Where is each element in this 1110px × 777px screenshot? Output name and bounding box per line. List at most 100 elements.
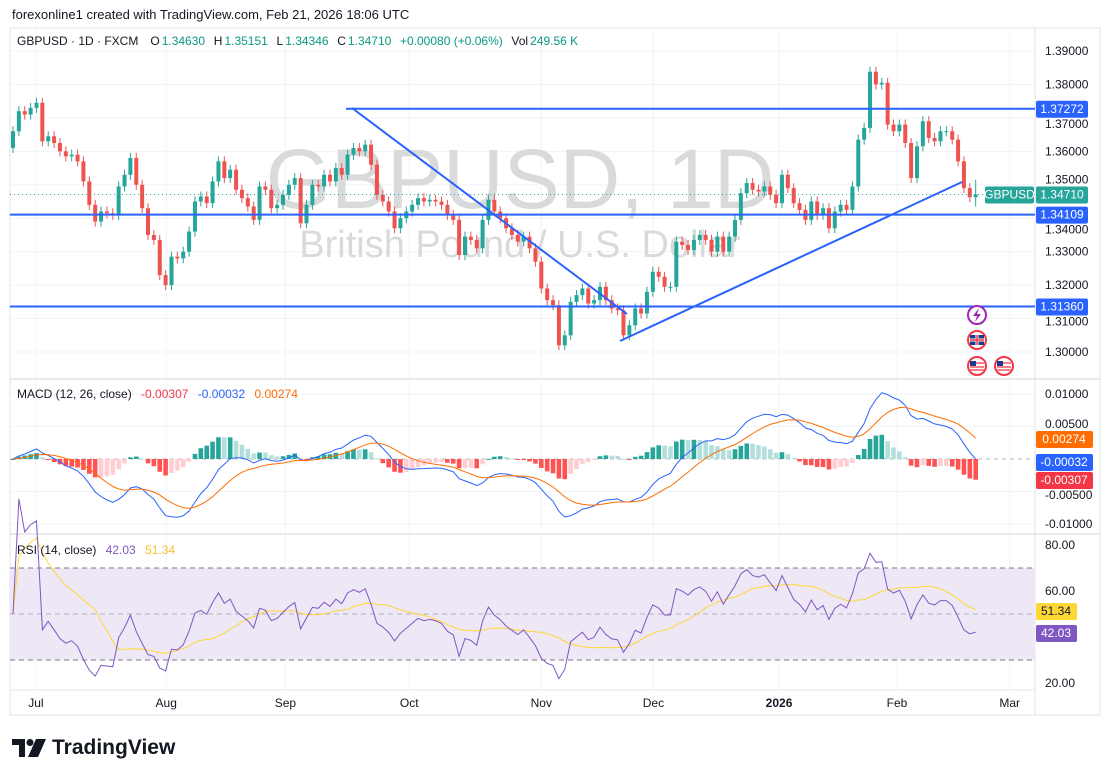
candle[interactable]	[850, 181, 855, 215]
candle[interactable]	[363, 139, 368, 157]
candle[interactable]	[897, 119, 902, 137]
candle[interactable]	[286, 179, 291, 200]
candle[interactable]	[914, 141, 919, 184]
candle[interactable]	[46, 131, 51, 147]
candle[interactable]	[674, 236, 679, 292]
candle[interactable]	[222, 156, 227, 184]
macd-pane[interactable]	[10, 392, 1035, 518]
candle[interactable]	[909, 137, 914, 184]
candle[interactable]	[738, 188, 743, 225]
candle[interactable]	[228, 164, 233, 184]
candle[interactable]	[69, 149, 74, 162]
candle[interactable]	[762, 181, 767, 197]
candle[interactable]	[34, 97, 39, 113]
candle[interactable]	[310, 179, 315, 210]
candle[interactable]	[768, 181, 773, 200]
symbol-name[interactable]: GBPUSD · 1D · FXCM	[17, 34, 139, 48]
candle[interactable]	[216, 156, 221, 187]
candle[interactable]	[75, 149, 80, 167]
candle[interactable]	[574, 290, 579, 307]
candle[interactable]	[733, 214, 738, 242]
macd-legend[interactable]: MACD (12, 26, close) -0.00307 -0.00032 0…	[17, 387, 304, 401]
candle[interactable]	[586, 283, 591, 309]
us-flag-icon[interactable]	[967, 356, 987, 376]
candle[interactable]	[615, 303, 620, 316]
candle[interactable]	[603, 281, 608, 306]
candle[interactable]	[181, 246, 186, 264]
candle[interactable]	[709, 234, 714, 257]
candle[interactable]	[650, 266, 655, 297]
candle[interactable]	[462, 231, 467, 261]
candle[interactable]	[568, 296, 573, 341]
candle[interactable]	[198, 191, 203, 207]
candle[interactable]	[785, 169, 790, 194]
candle[interactable]	[644, 286, 649, 319]
candle[interactable]	[57, 137, 62, 157]
candle[interactable]	[961, 156, 966, 194]
candle[interactable]	[539, 256, 544, 294]
rsi-title[interactable]: RSI (14, close)	[17, 543, 97, 557]
candle[interactable]	[104, 206, 109, 219]
candle[interactable]	[333, 163, 338, 187]
candle[interactable]	[187, 226, 192, 257]
candle[interactable]	[703, 229, 708, 245]
candle[interactable]	[885, 77, 890, 130]
rsi-pane[interactable]	[10, 498, 1035, 680]
candle[interactable]	[116, 181, 121, 220]
candle[interactable]	[821, 203, 826, 220]
candle[interactable]	[856, 134, 861, 192]
candle[interactable]	[609, 295, 614, 314]
candle[interactable]	[556, 300, 561, 351]
candle[interactable]	[809, 196, 814, 225]
candle[interactable]	[832, 206, 837, 234]
candle[interactable]	[439, 196, 444, 210]
candle[interactable]	[662, 271, 667, 292]
candle[interactable]	[750, 178, 755, 195]
candle[interactable]	[451, 209, 456, 225]
candle[interactable]	[527, 231, 532, 254]
candle[interactable]	[445, 199, 450, 220]
uk-flag-icon[interactable]	[967, 330, 987, 350]
candle[interactable]	[369, 139, 374, 170]
candle[interactable]	[122, 169, 127, 192]
candle[interactable]	[862, 122, 867, 145]
candle[interactable]	[234, 164, 239, 195]
candle[interactable]	[779, 169, 784, 209]
candle[interactable]	[157, 234, 162, 281]
candle[interactable]	[392, 206, 397, 234]
candle[interactable]	[791, 183, 796, 209]
us-flag-icon[interactable]	[994, 356, 1014, 376]
candle[interactable]	[151, 229, 156, 245]
candle[interactable]	[257, 181, 262, 225]
candle[interactable]	[63, 146, 68, 162]
candle[interactable]	[521, 231, 526, 247]
candle[interactable]	[633, 303, 638, 331]
candle[interactable]	[146, 203, 151, 240]
candle[interactable]	[826, 203, 831, 234]
candle[interactable]	[868, 66, 873, 133]
candle[interactable]	[509, 223, 514, 240]
candle[interactable]	[22, 106, 27, 120]
candle[interactable]	[697, 229, 702, 245]
candle[interactable]	[357, 142, 362, 157]
candle[interactable]	[175, 251, 180, 264]
candle[interactable]	[844, 199, 849, 215]
candle[interactable]	[920, 116, 925, 152]
candle[interactable]	[292, 173, 297, 190]
candle[interactable]	[93, 199, 98, 227]
lightning-icon[interactable]	[967, 305, 987, 325]
candle[interactable]	[351, 142, 356, 160]
candle[interactable]	[11, 126, 15, 154]
candle[interactable]	[715, 231, 720, 257]
candle[interactable]	[873, 66, 878, 90]
candle[interactable]	[210, 176, 215, 209]
candle[interactable]	[52, 131, 57, 148]
candle[interactable]	[421, 193, 426, 207]
candle[interactable]	[427, 194, 432, 207]
candle[interactable]	[668, 281, 673, 292]
candle[interactable]	[40, 97, 45, 147]
candle[interactable]	[416, 193, 421, 210]
candle[interactable]	[691, 234, 696, 256]
candle[interactable]	[956, 134, 961, 167]
candle[interactable]	[339, 163, 344, 180]
